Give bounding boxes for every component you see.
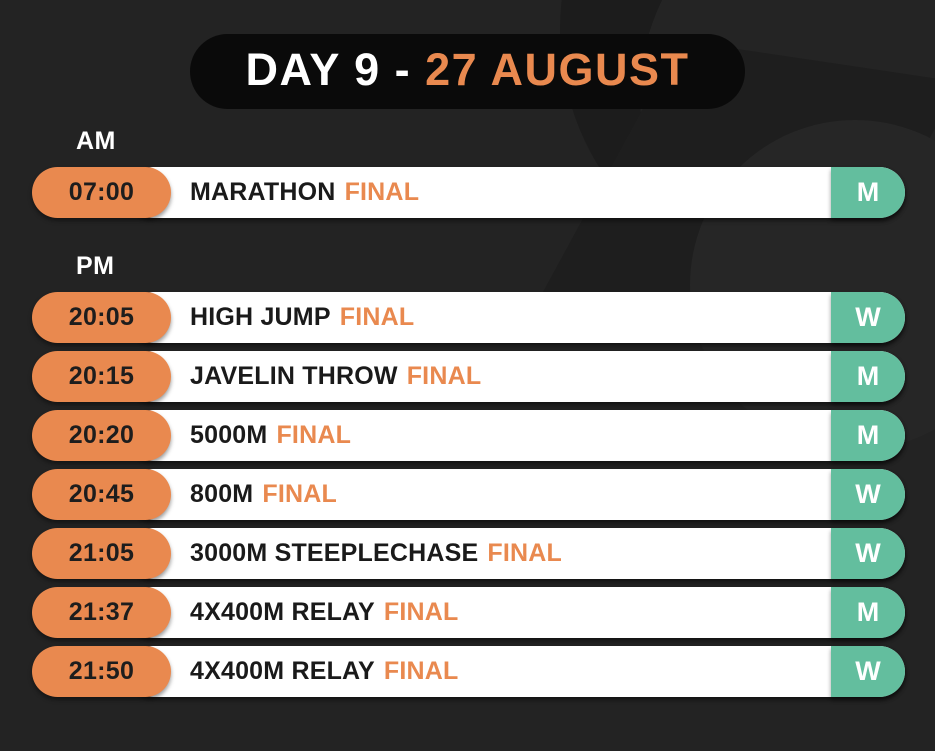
gender-label: W (855, 656, 881, 686)
period-label-pm: PM (76, 252, 115, 280)
gender-label: W (855, 302, 881, 332)
event-name: 4X400M RELAY (190, 657, 375, 685)
event-stage: FINAL (383, 657, 459, 685)
gender-label: M (856, 177, 880, 207)
event-label: MARATHON FINAL (171, 167, 831, 218)
gender-badge: W (831, 646, 905, 697)
event-time-pill: 21:50 (32, 646, 171, 697)
day-title-text: DAY 9 - (245, 44, 426, 95)
title-container: DAY 9 - 27 AUGUST (0, 0, 935, 109)
event-time-pill: 07:00 (32, 167, 171, 218)
event-row[interactable]: 21:37 4X400M RELAY FINAL M (32, 587, 905, 638)
event-time-pill: 21:37 (32, 587, 171, 638)
gender-badge: M (831, 167, 905, 218)
row-background (128, 469, 905, 520)
gender-badge: M (831, 351, 905, 402)
gender-badge: W (831, 469, 905, 520)
section-pm: PM 20:05 HIGH JUMP FINAL W 20:15 (0, 252, 935, 697)
row-background (128, 646, 905, 697)
event-label: 3000M STEEPLECHASE FINAL (171, 528, 831, 579)
event-name: 5000M (190, 421, 268, 449)
event-stage: FINAL (487, 539, 563, 567)
event-stage: FINAL (344, 178, 420, 206)
event-label: 800M FINAL (171, 469, 831, 520)
event-row[interactable]: 20:05 HIGH JUMP FINAL W (32, 292, 905, 343)
event-time: 21:50 (68, 657, 135, 685)
gender-badge: M (831, 410, 905, 461)
gender-label: M (856, 597, 880, 627)
gender-label: M (856, 420, 880, 450)
event-row[interactable]: 21:50 4X400M RELAY FINAL W (32, 646, 905, 697)
gender-label: W (855, 479, 881, 509)
event-time: 21:37 (68, 598, 135, 626)
event-list-am: 07:00 MARATHON FINAL M (0, 167, 935, 218)
event-name: 3000M STEEPLECHASE (190, 539, 479, 567)
gender-badge: M (831, 587, 905, 638)
event-time: 20:15 (68, 362, 135, 390)
event-time: 21:05 (68, 539, 135, 567)
event-name: JAVELIN THROW (190, 362, 398, 390)
section-am: AM 07:00 MARATHON FINAL M (0, 127, 935, 218)
event-time-pill: 20:45 (32, 469, 171, 520)
event-time: 20:05 (68, 303, 135, 331)
event-stage: FINAL (262, 480, 337, 508)
event-time: 20:20 (68, 421, 135, 449)
gender-badge: W (831, 292, 905, 343)
event-time-pill: 20:15 (32, 351, 171, 402)
gender-badge: W (831, 528, 905, 579)
event-label: 4X400M RELAY FINAL (171, 646, 831, 697)
event-row[interactable]: 07:00 MARATHON FINAL M (32, 167, 905, 218)
period-label-am: AM (76, 127, 116, 155)
row-background (128, 587, 905, 638)
event-list-pm: 20:05 HIGH JUMP FINAL W 20:15 JAVELIN TH… (0, 292, 935, 697)
event-stage: FINAL (406, 362, 482, 390)
event-stage: FINAL (276, 421, 352, 449)
event-stage: FINAL (383, 598, 459, 626)
event-name: 800M (190, 480, 254, 508)
event-label: JAVELIN THROW FINAL (171, 351, 831, 402)
event-time-pill: 20:05 (32, 292, 171, 343)
event-name: 4X400M RELAY (190, 598, 375, 626)
event-row[interactable]: 20:15 JAVELIN THROW FINAL M (32, 351, 905, 402)
event-label: HIGH JUMP FINAL (171, 292, 831, 343)
event-time-pill: 20:20 (32, 410, 171, 461)
event-time: 20:45 (68, 480, 135, 508)
event-row[interactable]: 21:05 3000M STEEPLECHASE FINAL W (32, 528, 905, 579)
day-title-pill: DAY 9 - 27 AUGUST (189, 34, 746, 109)
event-stage: FINAL (339, 303, 415, 331)
event-name: HIGH JUMP (190, 303, 331, 331)
gender-label: W (855, 538, 881, 568)
row-background (128, 528, 905, 579)
event-name: MARATHON (190, 178, 336, 206)
event-time-pill: 21:05 (32, 528, 171, 579)
event-row[interactable]: 20:45 800M FINAL W (32, 469, 905, 520)
day-date-text: 27 AUGUST (425, 44, 690, 95)
event-label: 4X400M RELAY FINAL (171, 587, 831, 638)
event-label: 5000M FINAL (171, 410, 831, 461)
event-time: 07:00 (68, 178, 135, 206)
event-row[interactable]: 20:20 5000M FINAL M (32, 410, 905, 461)
gender-label: M (856, 361, 880, 391)
